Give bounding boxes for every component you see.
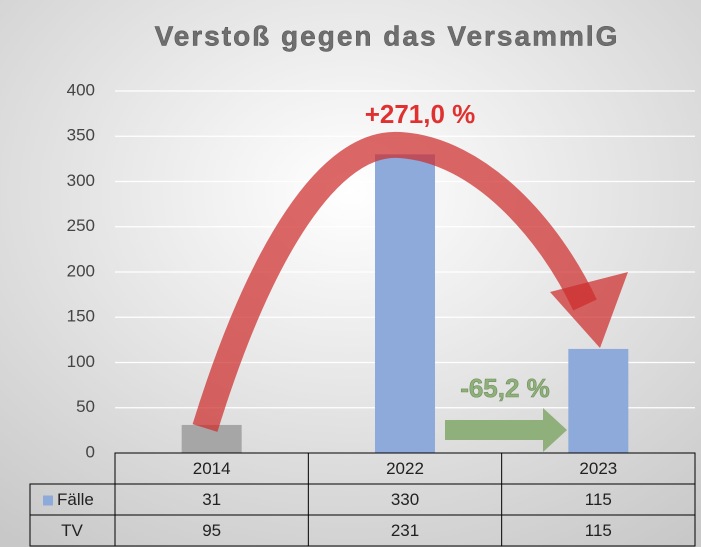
y-tick-label: 350	[67, 126, 95, 145]
legend-label: TV	[61, 521, 83, 540]
decline-arrow	[445, 420, 545, 440]
annotation: +271,0 %	[365, 99, 476, 129]
growth-arrow	[192, 131, 597, 432]
table-value: 330	[391, 490, 419, 509]
y-tick-label: 0	[86, 442, 95, 461]
growth-arrowhead	[550, 272, 628, 348]
chart-title: Verstoß gegen das VersammlG	[155, 20, 620, 51]
x-tick-label: 2023	[579, 459, 617, 478]
x-tick-label: 2014	[193, 459, 231, 478]
y-tick-label: 400	[67, 80, 95, 99]
legend-key	[43, 495, 53, 506]
table-value: 31	[202, 490, 221, 509]
table-value: 115	[585, 521, 612, 540]
x-tick-label: 2022	[386, 459, 424, 478]
legend-label: Fälle	[57, 490, 94, 509]
annotation: -65,2 %	[460, 373, 550, 403]
bar	[375, 154, 435, 453]
arrows: +271,0 % -65,2 %	[192, 99, 628, 452]
bar	[568, 348, 629, 453]
table-value: 95	[202, 521, 221, 540]
y-tick-label: 150	[67, 307, 95, 326]
y-tick-label: 300	[67, 171, 95, 190]
table-value: 115	[585, 490, 612, 509]
table-value: 231	[391, 521, 419, 540]
y-tick-label: 100	[67, 352, 95, 371]
y-tick-label: 200	[67, 261, 95, 280]
y-tick-label: 250	[67, 216, 95, 235]
decline-arrowhead	[543, 408, 567, 452]
y-tick-label: 50	[76, 397, 95, 416]
